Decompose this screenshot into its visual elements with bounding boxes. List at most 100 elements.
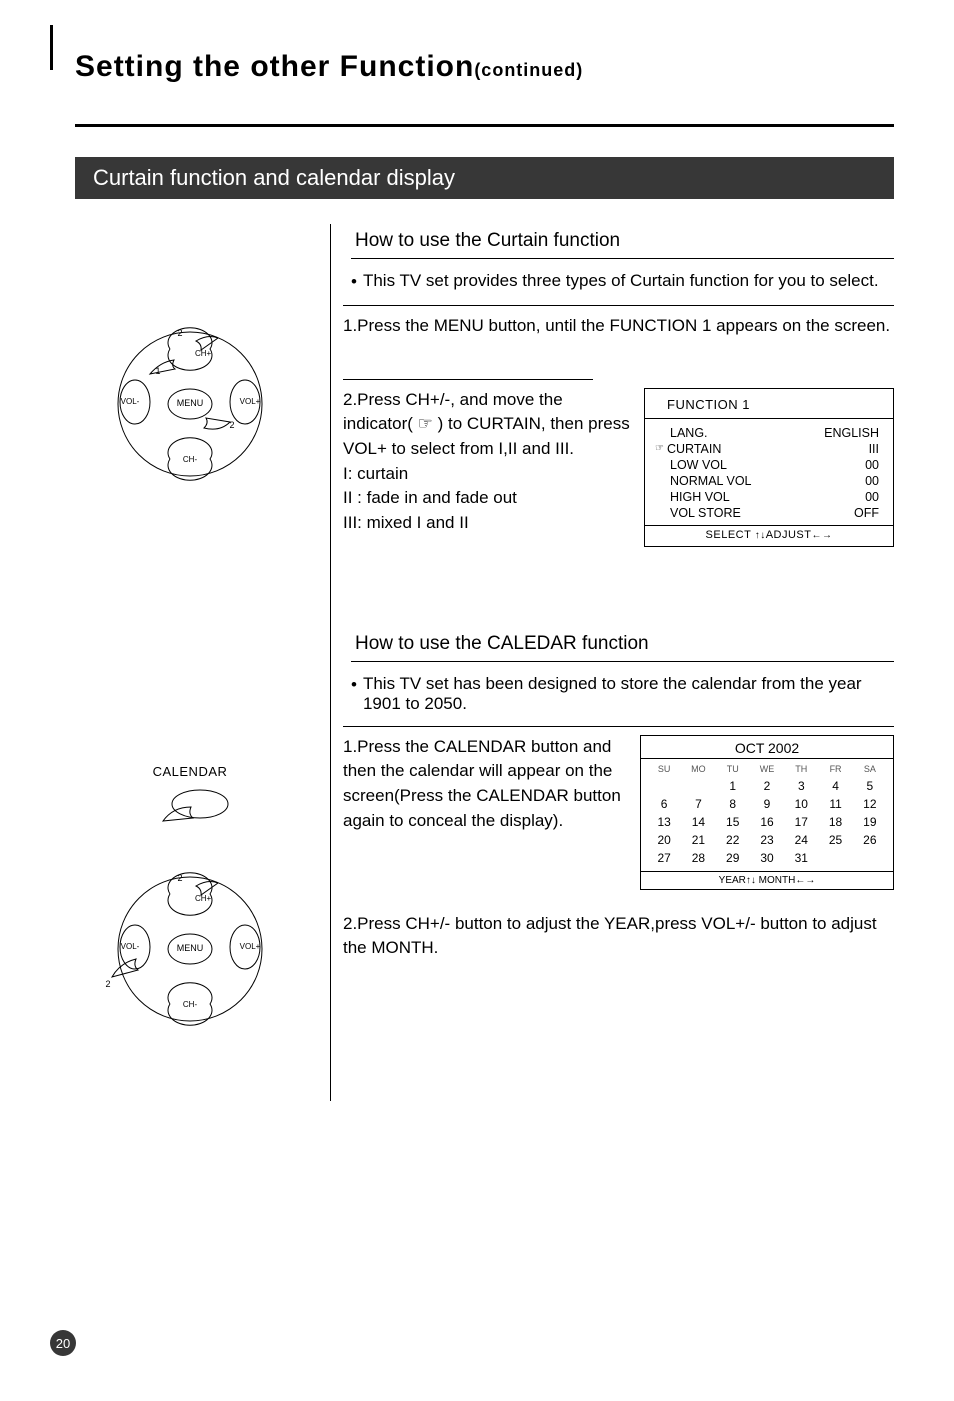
calendar-day-cell: 28 — [681, 849, 715, 867]
calendar-day-cell: 27 — [647, 849, 681, 867]
calendar-osd: OCT 2002 SUMOTUWETHFRSA12345678910111213… — [640, 735, 894, 890]
page-title-main: Setting the other Function — [75, 50, 474, 83]
calendar-day-cell: 23 — [750, 831, 784, 849]
osd-row-key: VOL STORE — [670, 506, 741, 520]
function1-osd-title: FUNCTION 1 — [645, 397, 893, 418]
calendar-day-cell — [647, 777, 681, 795]
osd-row-key: LANG. — [670, 426, 708, 440]
calendar-day-cell: 2 — [750, 777, 784, 795]
calendar-step-2: 2.Press CH+/- button to adjust the YEAR,… — [343, 904, 894, 961]
page-title-continued: (continued) — [474, 60, 583, 80]
curtain-step-2: 2.Press CH+/-, and move the indicator( ☞… — [343, 388, 630, 536]
curtain-step-1: 1.Press the MENU button, until the FUNCT… — [343, 305, 894, 339]
osd-row: NORMAL VOL 00 — [655, 473, 879, 489]
calendar-day-cell: 19 — [853, 813, 887, 831]
page-number-badge: 20 — [50, 1330, 76, 1356]
function1-osd-body: LANG. ENGLISH ☞CURTAIN IIILOW VOL00NORMAL V… — [645, 418, 893, 525]
osd-row-key: CURTAIN — [667, 442, 721, 456]
ch-plus-label: CH+ — [195, 349, 212, 358]
calendar-day-cell: 4 — [818, 777, 852, 795]
calendar-intro-text: This TV set has been designed to store t… — [363, 674, 894, 714]
ch-plus-label-2: CH+ — [195, 894, 212, 903]
bullet-dot-2: • — [351, 674, 357, 696]
osd-row-value: 00 — [865, 458, 879, 472]
ch-minus-label: CH- — [183, 455, 198, 464]
calendar-header-cell: SA — [853, 761, 887, 777]
menu-button-label-2: MENU — [177, 943, 204, 953]
osd-row: LANG. ENGLISH — [655, 425, 879, 441]
ch-minus-label-2: CH- — [183, 1000, 198, 1009]
calendar-header-cell: TU — [716, 761, 750, 777]
calendar-osd-title: OCT 2002 — [641, 736, 893, 758]
calendar-day-cell: 10 — [784, 795, 818, 813]
calendar-day-cell: 9 — [750, 795, 784, 813]
calendar-day-cell: 20 — [647, 831, 681, 849]
calendar-day-cell: 17 — [784, 813, 818, 831]
osd-row-value: OFF — [854, 506, 879, 520]
osd-row-key: NORMAL VOL — [670, 474, 752, 488]
calendar-day-cell: 6 — [647, 795, 681, 813]
section-banner: Curtain function and calendar display — [75, 157, 894, 199]
osd-row: HIGH VOL 00 — [655, 489, 879, 505]
calendar-header-cell: WE — [750, 761, 784, 777]
calendar-day-cell: 22 — [716, 831, 750, 849]
calendar-day-cell: 16 — [750, 813, 784, 831]
calendar-day-cell: 25 — [818, 831, 852, 849]
vol-plus-label-2: VOL+ — [240, 942, 261, 951]
calendar-day-cell: 1 — [716, 777, 750, 795]
vol-plus-label: VOL+ — [240, 397, 261, 406]
osd-row-key: HIGH VOL — [670, 490, 730, 504]
calendar-day-cell: 11 — [818, 795, 852, 813]
osd-indicator-icon: ☞ — [655, 443, 664, 454]
calendar-day-cell: 15 — [716, 813, 750, 831]
osd-row-value: 00 — [865, 490, 879, 504]
osd-row-value: 00 — [865, 474, 879, 488]
calendar-day-cell: 18 — [818, 813, 852, 831]
menu-button-label: MENU — [177, 398, 204, 408]
calendar-day-cell: 31 — [784, 849, 818, 867]
calendar-day-cell: 8 — [716, 795, 750, 813]
callout-2a: 2 — [177, 328, 182, 338]
calendar-day-cell: 21 — [681, 831, 715, 849]
calendar-day-cell: 7 — [681, 795, 715, 813]
calendar-day-cell: 29 — [716, 849, 750, 867]
osd-row-value: III — [869, 442, 879, 456]
calendar-header-cell: FR — [818, 761, 852, 777]
callout-2b: 2 — [229, 420, 234, 430]
calendar-step-1: 1.Press the CALENDAR button and then the… — [343, 735, 626, 834]
callout-1: 1 — [155, 366, 160, 376]
callout-2d: 2 — [105, 979, 110, 989]
curtain-intro-text: This TV set provides three types of Curt… — [363, 271, 879, 291]
osd-row: VOL STORE OFF — [655, 505, 879, 521]
calendar-day-cell: 5 — [853, 777, 887, 795]
calendar-day-cell — [681, 777, 715, 795]
calendar-day-cell: 12 — [853, 795, 887, 813]
calendar-header-cell: TH — [784, 761, 818, 777]
calendar-day-cell: 30 — [750, 849, 784, 867]
osd-row: LOW VOL00 — [655, 457, 879, 473]
calendar-button-figure — [145, 779, 235, 839]
function1-osd: FUNCTION 1 LANG. ENGLISH ☞CURTAIN IIILOW VO… — [644, 388, 894, 547]
bullet-dot: • — [351, 271, 357, 293]
calendar-day-cell: 26 — [853, 831, 887, 849]
osd-row-value: ENGLISH — [824, 426, 879, 440]
calendar-header-cell: MO — [681, 761, 715, 777]
calendar-osd-grid: SUMOTUWETHFRSA12345678910111213141516171… — [641, 758, 893, 871]
calendar-header-cell: SU — [647, 761, 681, 777]
calendar-day-cell: 3 — [784, 777, 818, 795]
calendar-footer-month: MONTH — [759, 875, 796, 886]
calendar-day-cell: 14 — [681, 813, 715, 831]
remote-wheel-figure-2: MENU CH+ CH- VOL- VOL+ 2 2 — [100, 859, 280, 1039]
calendar-day-cell — [818, 849, 852, 867]
remote-wheel-figure-1: MENU CH+ CH- VOL- VOL+ 2 1 2 — [100, 314, 280, 494]
calendar-day-cell: 13 — [647, 813, 681, 831]
vol-minus-label: VOL- — [121, 397, 140, 406]
calendar-subtitle: How to use the CALEDAR function — [351, 627, 894, 662]
function1-osd-footer: SELECT ↑↓ADJUST←→ — [645, 525, 893, 544]
callout-2c: 2 — [177, 873, 182, 883]
osd-footer-select: SELECT — [706, 529, 752, 541]
calendar-button-label: CALENDAR — [153, 764, 228, 779]
calendar-day-cell — [853, 849, 887, 867]
calendar-footer-year: YEAR — [719, 875, 746, 886]
vol-minus-label-2: VOL- — [121, 942, 140, 951]
